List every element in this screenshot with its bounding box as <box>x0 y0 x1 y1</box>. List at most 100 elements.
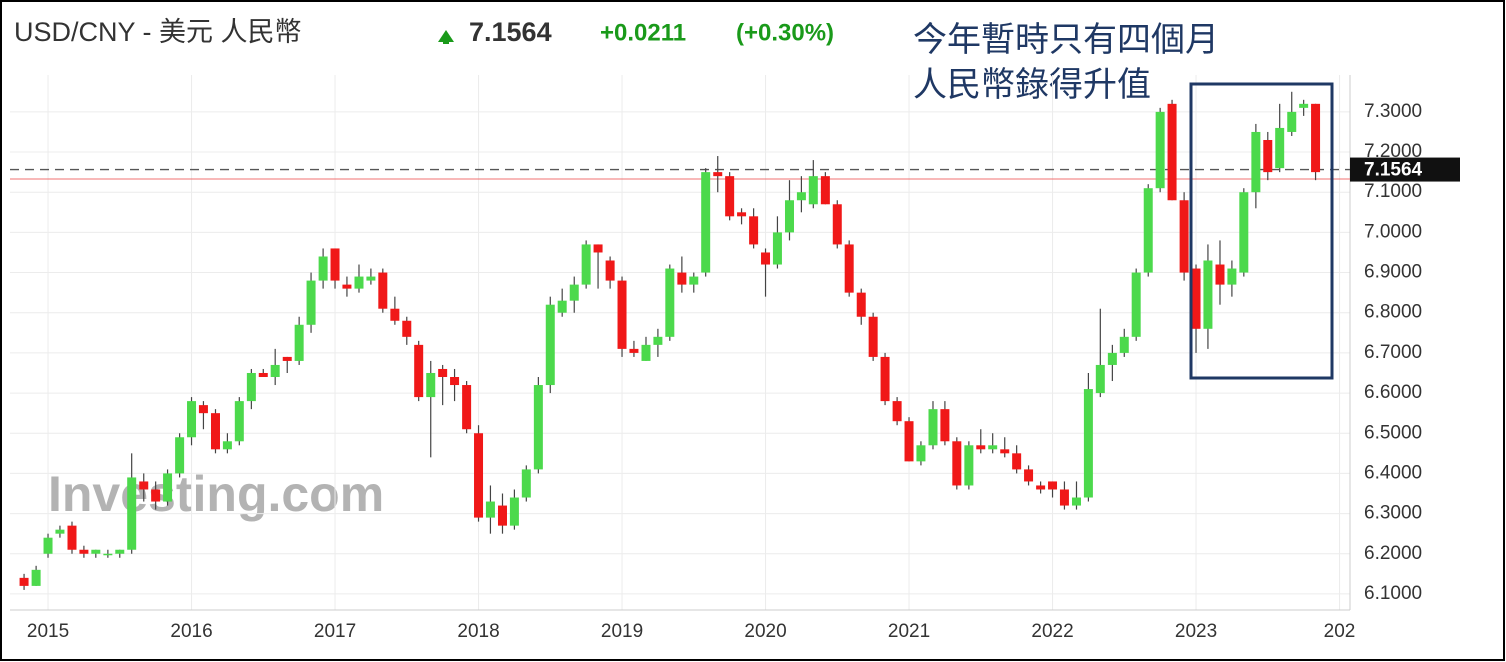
candle-body <box>354 276 364 289</box>
candle-body <box>127 477 137 550</box>
candle-body <box>749 216 759 245</box>
candle-body <box>210 413 220 450</box>
candle-body <box>1167 103 1177 201</box>
candle-body <box>701 172 711 273</box>
y-tick-label: 6.8000 <box>1364 302 1422 323</box>
candle-body <box>713 172 723 177</box>
candle-body <box>1263 139 1273 173</box>
candle-body <box>139 481 149 490</box>
candle-body <box>402 320 412 337</box>
candle-body <box>737 212 747 217</box>
x-tick-label: 2022 <box>1031 621 1073 642</box>
candle-body <box>67 525 77 550</box>
x-tick-label: 2017 <box>314 621 356 642</box>
candle-body <box>1000 449 1010 454</box>
candle-body <box>270 364 280 378</box>
y-tick-label: 6.1000 <box>1364 583 1422 604</box>
x-tick-label: 202 <box>1324 621 1356 642</box>
candle-body <box>318 256 328 281</box>
candle-body <box>485 501 495 518</box>
x-tick-label: 2021 <box>888 621 930 642</box>
annotation: 今年暫時只有四個月 <box>913 21 1219 59</box>
candle-body <box>880 356 890 402</box>
candle-body <box>151 489 161 502</box>
x-tick-label: 2015 <box>27 621 69 642</box>
candle-body <box>761 252 771 265</box>
change-percent: (+0.30%) <box>736 19 834 46</box>
candle-body <box>1048 481 1058 490</box>
candle-body <box>294 324 304 361</box>
candle-body <box>1131 272 1141 337</box>
candle-body <box>1239 192 1249 273</box>
change: +0.0211 <box>600 19 686 46</box>
candle-body <box>175 437 185 474</box>
candle-body <box>689 276 699 285</box>
candle-body <box>1251 131 1261 193</box>
y-tick-label: 7.2000 <box>1364 141 1422 162</box>
candle-body <box>1024 469 1034 482</box>
candle-body <box>1095 364 1105 394</box>
candle-body <box>1215 264 1225 285</box>
candle-body <box>342 284 352 289</box>
candle-body <box>1155 111 1165 189</box>
candle-body <box>1036 485 1046 490</box>
candle-body <box>521 469 531 498</box>
candle-body <box>91 549 101 554</box>
candle-body <box>43 537 53 554</box>
candle-body <box>808 176 818 205</box>
candle-body <box>1083 389 1093 498</box>
candle-body <box>1287 111 1297 132</box>
candle-body <box>677 272 687 285</box>
candle-body <box>868 316 878 357</box>
candle-body <box>617 280 627 349</box>
candle-body <box>115 549 125 554</box>
highlight-box <box>1189 82 1334 380</box>
y-tick-label: 6.5000 <box>1364 422 1422 443</box>
candle-body <box>641 344 651 361</box>
chart-title: USD/CNY - 美元 人民幣 <box>14 17 302 47</box>
up-arrow <box>438 30 454 42</box>
last-price: 7.1564 <box>469 17 552 47</box>
y-tick-label: 7.1000 <box>1364 181 1422 202</box>
candle-body <box>258 372 268 378</box>
price-box <box>1350 157 1460 182</box>
candle-body <box>557 300 567 313</box>
candle-body <box>1227 268 1237 285</box>
price-box-label: 7.1564 <box>1364 160 1423 181</box>
y-tick-label: 6.7000 <box>1364 342 1422 363</box>
candle-body <box>31 569 41 586</box>
candle-body <box>1311 103 1321 173</box>
candle-body <box>964 445 974 486</box>
candle-body <box>605 260 615 281</box>
watermark: Investing.com <box>48 466 384 522</box>
candle-body <box>928 409 938 446</box>
candle-body <box>832 204 842 245</box>
y-tick-label: 6.4000 <box>1364 462 1422 483</box>
candle-body <box>940 409 950 442</box>
y-tick-label: 6.3000 <box>1364 503 1422 524</box>
candle-body <box>1107 352 1117 365</box>
candle-body <box>426 372 436 398</box>
candle-body <box>306 280 316 325</box>
candle-body <box>366 276 376 281</box>
candle-body <box>796 192 806 201</box>
candle-body <box>163 473 173 502</box>
candle-body <box>1143 188 1153 273</box>
x-tick-label: 2023 <box>1175 621 1217 642</box>
candle-body <box>1179 200 1189 273</box>
x-tick-label: 2020 <box>744 621 786 642</box>
candle-body <box>509 497 519 526</box>
x-tick-label: 2016 <box>170 621 212 642</box>
candle-body <box>904 421 914 462</box>
candle-body <box>725 176 735 217</box>
candle-body <box>55 529 65 534</box>
candle-body <box>1119 336 1129 353</box>
candle-body <box>665 268 675 337</box>
candle-body <box>19 577 29 586</box>
candle-body <box>438 368 448 378</box>
candle-body <box>187 401 197 438</box>
candle-body <box>820 176 830 205</box>
candle-body <box>330 248 340 281</box>
candle-body <box>450 377 460 386</box>
